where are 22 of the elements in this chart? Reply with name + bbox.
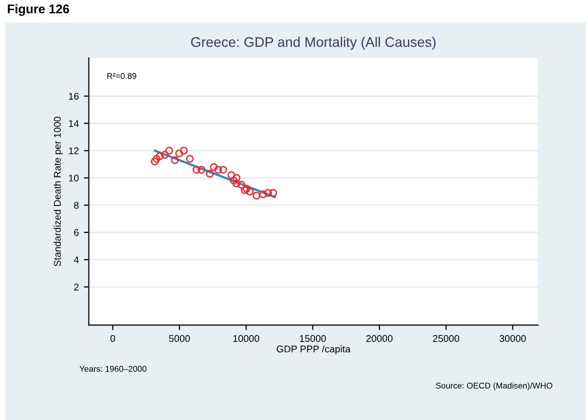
source-note: Source: OECD (Madisen)/WHO — [436, 382, 552, 390]
chart-title: Greece: GDP and Mortality (All Causes) — [191, 36, 436, 50]
y-tick-label: 12 — [68, 147, 79, 154]
y-tick-label: 8 — [74, 202, 79, 209]
y-tick-label: 16 — [68, 92, 79, 100]
y-tick-label: 4 — [74, 256, 79, 264]
x-tick-label: 0 — [110, 335, 116, 342]
caption: Figure 126 — [8, 4, 70, 16]
x-axis-title: GDP PPP /capita — [276, 345, 351, 354]
x-tick-label: 5000 — [169, 335, 190, 342]
y-tick-label: 10 — [68, 174, 79, 182]
y-axis-title: Standardized Death Rate per 1000 — [54, 116, 63, 266]
y-tick-label: 6 — [74, 229, 79, 236]
annotation: R²=0.89 — [107, 72, 136, 79]
x-tick-label: 15000 — [300, 335, 326, 342]
x-tick-label: 10000 — [233, 335, 260, 342]
x-tick-label: 30000 — [500, 335, 526, 342]
text: Years: 1960–2000 — [80, 366, 146, 372]
y-tick-label: 2 — [74, 284, 79, 290]
x-tick-label: 25000 — [433, 335, 460, 342]
x-tick-label: 20000 — [366, 335, 393, 342]
y-tick-label: 14 — [68, 120, 79, 127]
